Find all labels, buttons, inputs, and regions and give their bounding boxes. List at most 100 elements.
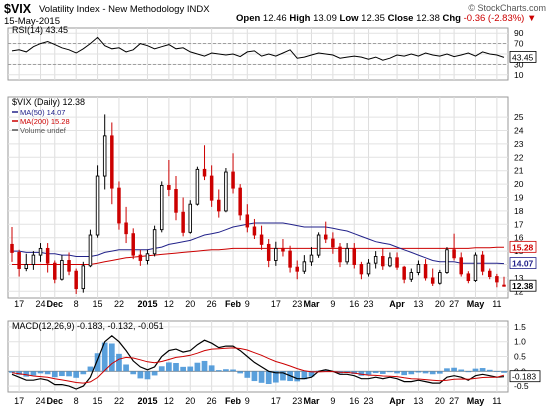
macd-histogram-bar [44, 371, 51, 375]
x-tick-label: 20 [185, 299, 195, 309]
macd-histogram-bar [272, 371, 279, 383]
candle-body [195, 168, 200, 205]
candle-body [302, 261, 307, 272]
candle-body [167, 184, 171, 190]
x-tick-label: Dec [47, 299, 64, 309]
x-tick-label: 13 [413, 396, 423, 406]
macd-histogram-bar [465, 371, 472, 373]
price-y-tick-label: 13 [514, 273, 524, 283]
macd-histogram-bar [180, 366, 186, 372]
macd-histogram-bar [59, 371, 65, 377]
price-y-tick-label: 20 [514, 179, 524, 189]
candle-body [352, 247, 357, 265]
candle-body [323, 234, 328, 240]
candle-body [281, 247, 285, 252]
rsi-y-tick-label: 70 [514, 39, 524, 49]
price-value-tag-text: 12.38 [512, 281, 534, 291]
candle-body [331, 238, 335, 248]
x-tick-label: 23 [364, 299, 374, 309]
x-tick-label: 12 [164, 299, 174, 309]
candle-body [409, 272, 414, 280]
macd-histogram-bar [158, 366, 165, 372]
candle-body [452, 249, 456, 259]
x-tick-label: 15 [93, 299, 103, 309]
macd-histogram-bar [9, 371, 15, 373]
candle-body [366, 262, 371, 275]
candle-body [17, 251, 21, 269]
candle-body [316, 234, 321, 256]
price-y-tick-label: 25 [514, 112, 524, 122]
x-tick-label: 17 [271, 299, 281, 309]
macd-histogram-bar [408, 371, 415, 375]
macd-histogram-bar [123, 364, 129, 372]
price-value-tag [509, 257, 537, 269]
candle-body [67, 260, 71, 272]
x-tick-label: 15 [93, 396, 103, 406]
x-tick-label: 8 [74, 396, 79, 406]
rsi-y-tick-label: 30 [514, 59, 524, 69]
legend-label: MA(50) 14.07 [20, 108, 65, 117]
candle-body [231, 171, 235, 189]
macd-histogram-bar [422, 371, 429, 374]
rsi-panel: 43.45 [8, 36, 537, 65]
candle-body [45, 247, 50, 264]
candle-body [224, 171, 228, 212]
macd-histogram-bar [265, 371, 272, 385]
macd-histogram-bar [258, 371, 265, 383]
candle-body [74, 270, 78, 290]
macd-histogram-bar [166, 362, 172, 372]
candle-body [159, 184, 164, 231]
x-tick-label: 26 [207, 299, 217, 309]
candle-body [359, 264, 364, 275]
x-tick-label: 20 [435, 396, 445, 406]
quote-summary: Open 12.46 High 13.09 Low 12.35 Close 12… [236, 13, 536, 24]
x-tick-label: 16 [349, 299, 359, 309]
x-tick-label: 26 [207, 396, 217, 406]
macd-histogram-bar [73, 371, 80, 378]
legend-label: Volume undef [20, 126, 67, 135]
price-y-tick-label: 16 [514, 233, 524, 243]
macd-histogram-bar [479, 368, 486, 372]
price-value-tag [509, 240, 537, 253]
macd-histogram-bar [294, 371, 301, 382]
price-value-tag-text: 14.07 [512, 259, 534, 269]
macd-histogram-bar [401, 371, 408, 376]
candle-body [388, 257, 392, 267]
candle-body [202, 168, 207, 177]
candle-body [266, 243, 271, 261]
x-tick-label: 13 [413, 299, 423, 309]
candle-body [60, 260, 64, 280]
macd-histogram-bar [101, 342, 108, 372]
candle-body [395, 257, 399, 268]
low-label: Low [339, 13, 359, 24]
macd-histogram-bar [223, 369, 229, 372]
ma50-line [12, 222, 505, 265]
x-tick-label: 17 [271, 396, 281, 406]
x-tick-label: 23 [364, 396, 374, 406]
candle-body [145, 253, 150, 261]
candle-body [274, 247, 278, 261]
x-tick-label: May [467, 299, 485, 309]
candle-body [102, 135, 107, 177]
macd-histogram-bar [501, 371, 507, 373]
x-tick-label: Mar [303, 299, 320, 309]
macd-histogram-bar [208, 365, 215, 372]
x-tick-label: 27 [449, 299, 459, 309]
x-tick-label: 22 [114, 299, 124, 309]
x-tick-label: 2015 [137, 299, 157, 309]
x-tick-label: 9 [330, 299, 335, 309]
macd-histogram-bar [215, 370, 222, 372]
macd-histogram-bar [494, 371, 500, 372]
macd-signal-line [11, 347, 505, 384]
macd-histogram-bar [230, 369, 236, 372]
macd-histogram-bar [301, 371, 308, 380]
candle-body [131, 233, 135, 256]
candle-body [345, 247, 349, 263]
macd-histogram-bar [429, 371, 436, 375]
price-title: $VIX (Daily) 12.38 [12, 97, 85, 107]
macd-histogram-bar [66, 371, 72, 377]
x-tick-label: 24 [36, 396, 46, 406]
price-y-tick-label: 23 [514, 139, 524, 149]
candle-body [238, 187, 242, 216]
candle-body [495, 276, 499, 283]
